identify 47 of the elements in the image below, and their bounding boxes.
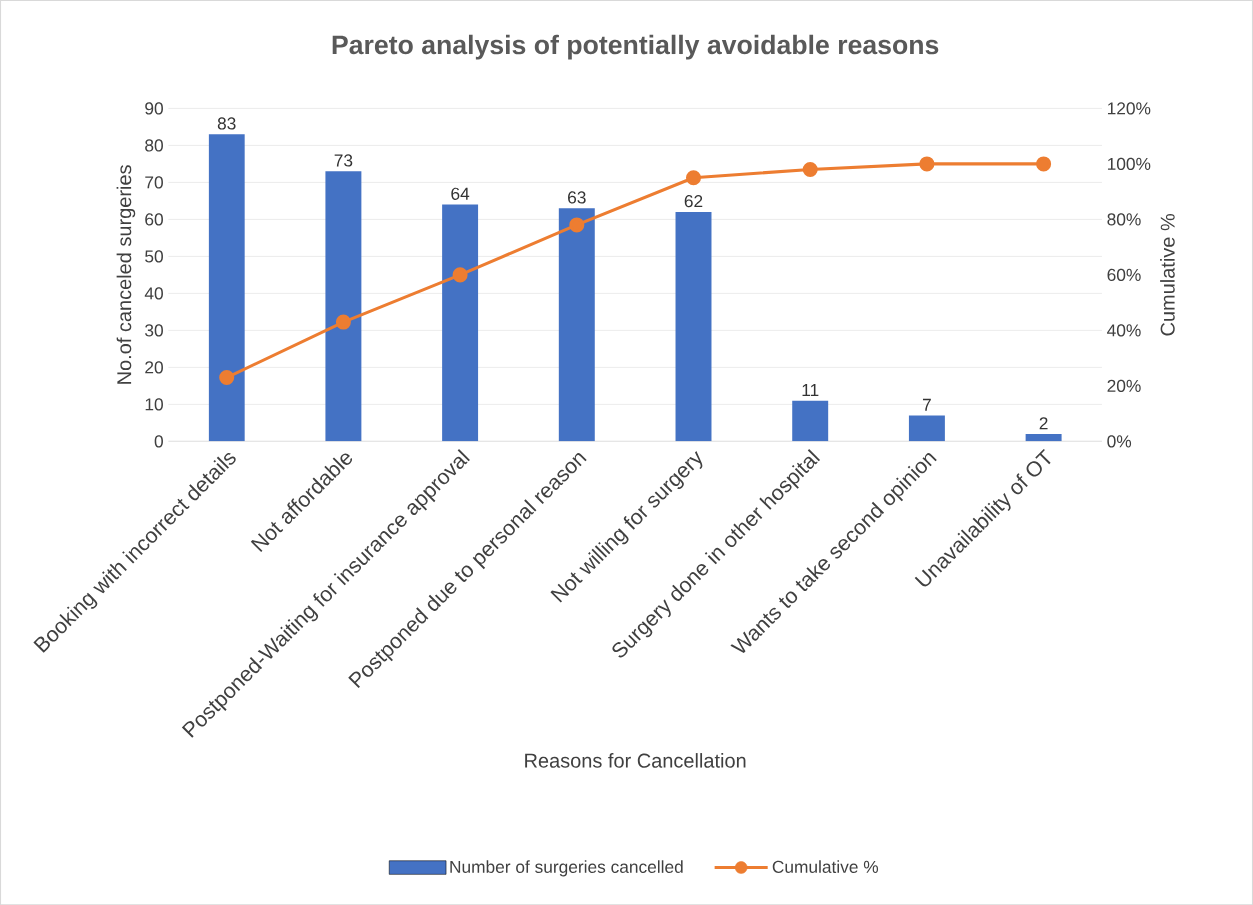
point [452, 267, 468, 283]
y2-tick-label: 20% [1107, 379, 1141, 392]
y2-tick-label: 0% [1107, 435, 1132, 448]
y2-tick-label: 80% [1107, 213, 1141, 226]
legend-label: Cumulative % [772, 860, 879, 873]
y-tick-label: 0 [154, 435, 163, 448]
y2-tick-label: 60% [1107, 268, 1141, 281]
y-tick-label: 70 [145, 176, 163, 189]
bar [558, 208, 595, 442]
point [685, 170, 702, 186]
point [219, 369, 235, 385]
point [1036, 156, 1052, 172]
bar [908, 415, 945, 442]
point [802, 161, 818, 177]
data-label: 62 [684, 194, 703, 208]
y2-tick-label: 40% [1107, 324, 1141, 337]
data-label: 11 [802, 383, 819, 396]
point [335, 314, 351, 330]
y-tick-label: 80 [145, 139, 163, 152]
bar [1025, 433, 1062, 442]
y-tick-label: 90 [145, 102, 163, 115]
legend-label: Number of surgeries cancelled [450, 860, 683, 877]
data-label: 83 [217, 117, 236, 130]
bar [792, 400, 829, 442]
y-tick-label: 50 [145, 250, 163, 263]
data-label: 7 [922, 398, 931, 411]
point [569, 217, 585, 233]
y-axis-title: No.of canceled surgeries [116, 165, 136, 384]
bar [208, 134, 245, 442]
data-label: 64 [451, 187, 470, 200]
point [919, 156, 935, 172]
y-tick-label: 30 [145, 324, 163, 337]
y-tick-label: 40 [144, 287, 163, 300]
bar [442, 204, 479, 442]
y-tick-label: 20 [145, 361, 163, 374]
bar [325, 171, 362, 442]
data-label: 63 [568, 191, 586, 204]
data-label: 2 [1039, 416, 1048, 430]
x-axis-title: Reasons for Cancellation [525, 752, 746, 768]
y-tick-label: 10 [145, 398, 163, 411]
bar [675, 211, 712, 442]
data-label: 73 [334, 154, 353, 167]
y2-axis-title: Cumulative % [1160, 213, 1175, 336]
chart-title: Pareto analysis of potentially avoidable reasons [332, 34, 939, 60]
y2-tick-label: 120% [1107, 102, 1151, 115]
y2-tick-label: 100% [1107, 157, 1151, 170]
y-tick-label: 60 [145, 213, 163, 226]
